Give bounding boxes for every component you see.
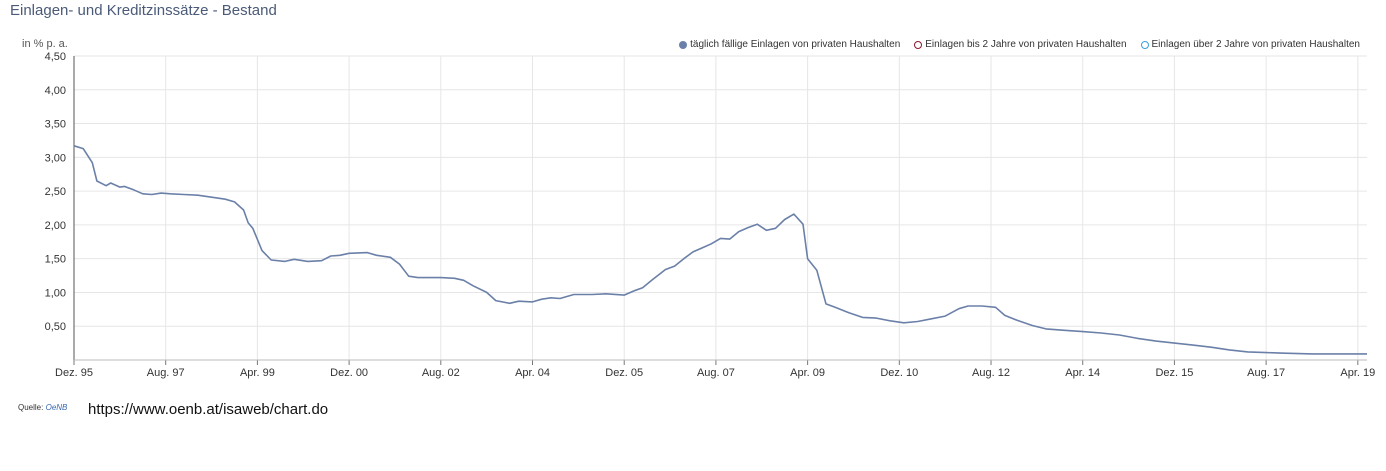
x-tick-label: Aug. 07 — [697, 367, 735, 379]
x-tick-label: Aug. 12 — [972, 367, 1010, 379]
legend-marker-outline-icon — [914, 40, 923, 49]
chart-title: Einlagen- und Kreditzinssätze - Bestand — [10, 2, 277, 19]
legend-label: täglich fällige Einlagen von privaten Ha… — [690, 39, 901, 50]
legend-marker-outline-icon — [1140, 40, 1149, 49]
source-label: Quelle: OeNB — [18, 403, 67, 412]
y-tick-label: 0,50 — [45, 321, 66, 333]
legend-label: Einlagen bis 2 Jahre von privaten Hausha… — [925, 39, 1127, 50]
y-tick-label: 4,00 — [45, 85, 66, 97]
legend-item-series-1[interactable]: täglich fällige Einlagen von privaten Ha… — [679, 39, 900, 50]
x-tick-label: Aug. 02 — [422, 367, 460, 379]
x-tick-label: Dez. 10 — [880, 367, 918, 379]
source-url: https://www.oenb.at/isaweb/chart.do — [88, 401, 329, 418]
x-tick-label: Dez. 05 — [605, 367, 643, 379]
y-tick-label: 2,00 — [45, 220, 66, 232]
y-tick-label: 3,50 — [45, 119, 66, 131]
x-tick-label: Dez. 95 — [55, 367, 93, 379]
x-tick-label: Apr. 04 — [515, 367, 550, 379]
x-tick-label: Apr. 09 — [790, 367, 825, 379]
x-tick-label: Aug. 97 — [147, 367, 185, 379]
y-axis-unit-label: in % p. a. — [22, 38, 68, 50]
source-link[interactable]: OeNB — [45, 403, 68, 412]
x-tick-label: Dez. 15 — [1155, 367, 1193, 379]
y-tick-label: 2,50 — [45, 186, 66, 198]
legend-marker-filled-icon — [679, 40, 688, 49]
legend-label: Einlagen über 2 Jahre von privaten Haush… — [1151, 39, 1360, 50]
x-tick-label: Aug. 17 — [1247, 367, 1285, 379]
y-tick-label: 4,50 — [45, 51, 66, 63]
legend: täglich fällige Einlagen von privaten Ha… — [679, 39, 1360, 50]
y-tick-label: 1,00 — [45, 287, 66, 299]
x-tick-label: Dez. 00 — [330, 367, 368, 379]
x-tick-label: Apr. 19 — [1340, 367, 1375, 379]
x-tick-label: Apr. 14 — [1065, 367, 1100, 379]
legend-item-series-2[interactable]: Einlagen bis 2 Jahre von privaten Hausha… — [914, 39, 1127, 50]
legend-item-series-3[interactable]: Einlagen über 2 Jahre von privaten Haush… — [1140, 39, 1360, 50]
source-prefix: Quelle: — [18, 403, 44, 412]
series-line — [73, 145, 1367, 355]
y-tick-label: 3,00 — [45, 152, 66, 164]
y-tick-label: 1,50 — [45, 254, 66, 266]
x-tick-label: Apr. 99 — [240, 367, 275, 379]
